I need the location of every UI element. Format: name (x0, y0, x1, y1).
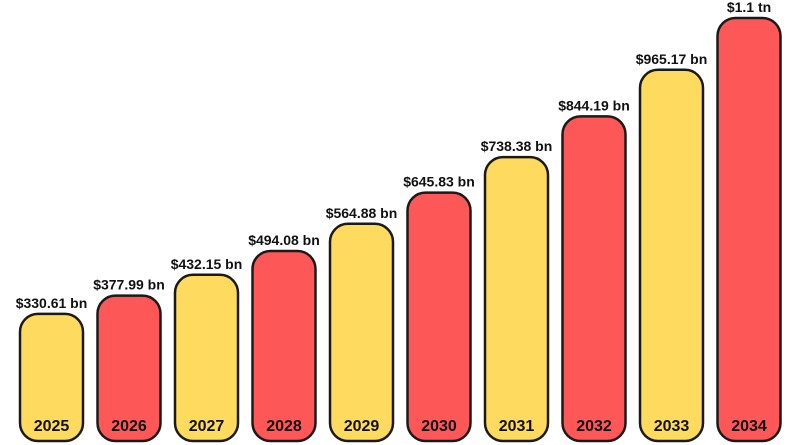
bar-2033 (638, 68, 705, 443)
value-label-2030: $645.83 bn (403, 174, 475, 190)
year-label-2025: 2025 (34, 418, 70, 435)
bars-layer (18, 16, 782, 443)
value-label-2031: $738.38 bn (481, 138, 553, 154)
year-label-2027: 2027 (189, 418, 225, 435)
value-labels-layer: $330.61 bn $377.99 bn $432.15 bn $494.08 bn… (16, 0, 771, 311)
bar-2029 (328, 222, 395, 443)
year-label-2032: 2032 (576, 418, 612, 435)
year-label-2029: 2029 (344, 418, 380, 435)
year-label-2031: 2031 (499, 418, 535, 435)
bar-2028 (251, 249, 317, 443)
value-label-2028: $494.08 bn (248, 232, 320, 248)
value-label-2034: $1.1 tn (727, 0, 771, 15)
bar-2032 (561, 115, 627, 443)
value-label-2033: $965.17 bn (636, 51, 708, 67)
value-label-2026: $377.99 bn (93, 277, 165, 293)
bar-2026 (96, 294, 162, 443)
bar-2030 (406, 191, 472, 443)
bar-2027 (173, 273, 240, 443)
year-label-2028: 2028 (266, 418, 302, 435)
bar-2025 (18, 312, 85, 443)
bar-2031 (483, 155, 550, 443)
value-label-2025: $330.61 bn (16, 295, 88, 311)
year-label-2034: 2034 (731, 418, 767, 435)
year-label-2026: 2026 (111, 418, 147, 435)
year-label-2030: 2030 (421, 418, 457, 435)
year-labels-layer: 2025 2026 2027 2028 2029 2030 2031 2032 2033 2034 (34, 418, 767, 435)
bar-2034 (716, 16, 782, 443)
year-label-2033: 2033 (654, 418, 690, 435)
value-label-2027: $432.15 bn (171, 256, 243, 272)
value-label-2032: $844.19 bn (558, 97, 630, 113)
value-label-2029: $564.88 bn (326, 205, 398, 221)
